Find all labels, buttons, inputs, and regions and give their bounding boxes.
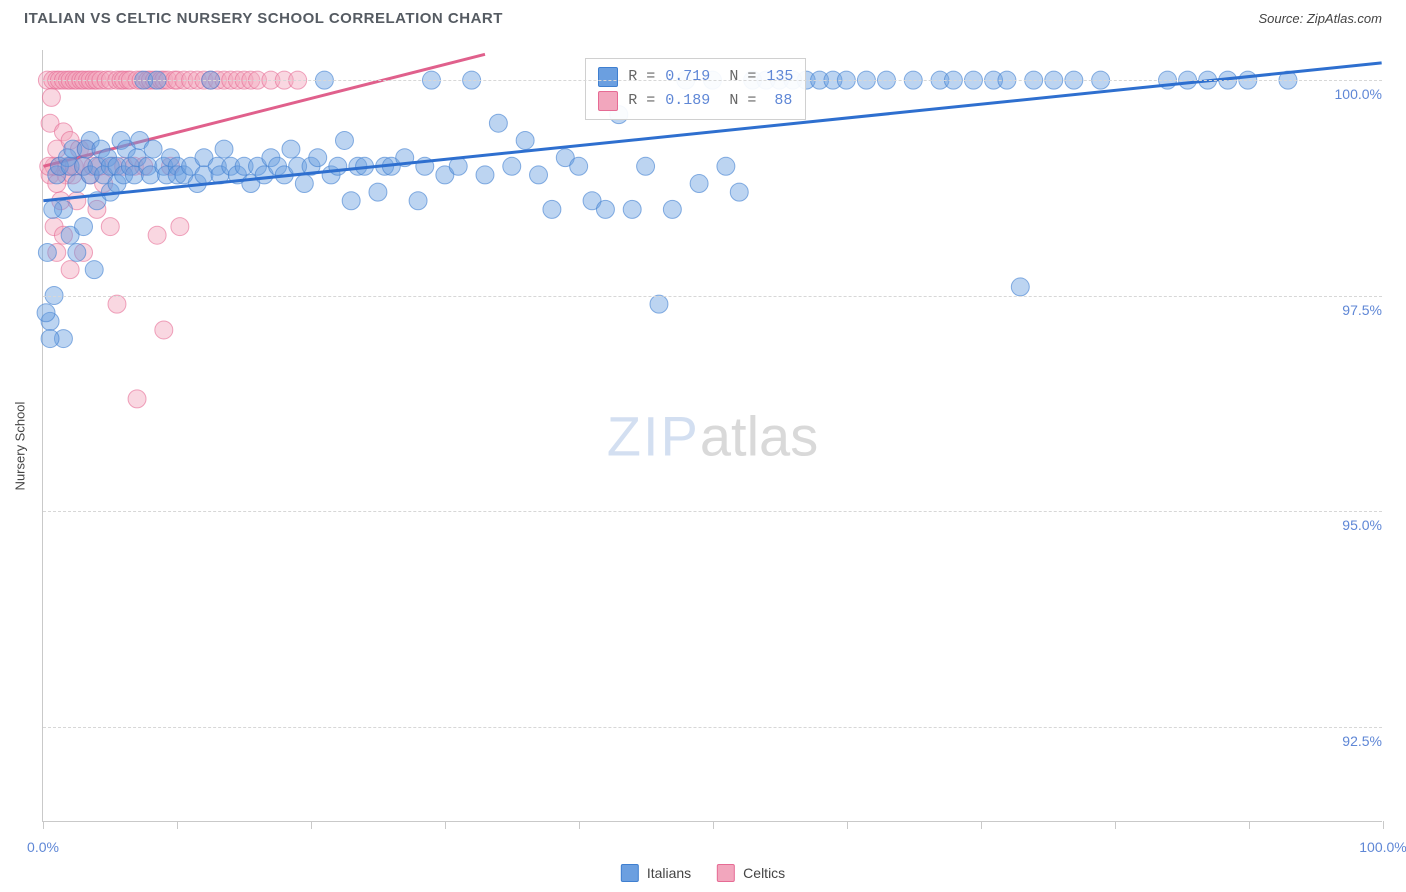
y-axis-label: Nursery School xyxy=(13,402,28,491)
y-tick-label: 97.5% xyxy=(1340,302,1384,318)
stats-r-italians: 0.719 xyxy=(665,65,710,89)
y-tick-label: 100.0% xyxy=(1333,86,1384,102)
plot-area: ZIPatlas R = 0.719 N = 135 R = 0.189 N =… xyxy=(42,50,1382,822)
stats-r-label: R = xyxy=(628,89,655,113)
x-tick xyxy=(177,821,178,829)
x-tick xyxy=(713,821,714,829)
x-tick xyxy=(1115,821,1116,829)
x-tick xyxy=(1383,821,1384,829)
gridline xyxy=(43,80,1382,81)
x-tick-label: 100.0% xyxy=(1359,839,1406,855)
x-tick xyxy=(43,821,44,829)
stats-swatch-italians xyxy=(598,67,618,87)
stats-n-label: N = xyxy=(720,89,756,113)
legend-label-celtics: Celtics xyxy=(743,865,785,881)
bottom-legend: Italians Celtics xyxy=(621,864,785,882)
x-tick xyxy=(579,821,580,829)
source-name: ZipAtlas.com xyxy=(1307,11,1382,26)
x-tick xyxy=(311,821,312,829)
chart-title: ITALIAN VS CELTIC NURSERY SCHOOL CORRELA… xyxy=(24,10,503,27)
correlation-stats-box: R = 0.719 N = 135 R = 0.189 N = 88 xyxy=(585,58,806,120)
y-tick-label: 95.0% xyxy=(1340,517,1384,533)
x-tick-label: 0.0% xyxy=(27,839,59,855)
gridline xyxy=(43,296,1382,297)
legend-item-italians: Italians xyxy=(621,864,691,882)
x-tick xyxy=(445,821,446,829)
source-attribution: Source: ZipAtlas.com xyxy=(1258,11,1382,26)
y-tick-label: 92.5% xyxy=(1340,733,1384,749)
legend-label-italians: Italians xyxy=(647,865,691,881)
gridline xyxy=(43,727,1382,728)
stats-n-italians: 135 xyxy=(766,65,793,89)
stats-r-celtics: 0.189 xyxy=(665,89,710,113)
legend-swatch-italians xyxy=(621,864,639,882)
legend-item-celtics: Celtics xyxy=(717,864,785,882)
x-tick xyxy=(847,821,848,829)
x-tick xyxy=(981,821,982,829)
stats-n-celtics: 88 xyxy=(766,89,792,113)
source-prefix: Source: xyxy=(1258,11,1306,26)
stats-row-celtics: R = 0.189 N = 88 xyxy=(598,89,793,113)
chart-header: ITALIAN VS CELTIC NURSERY SCHOOL CORRELA… xyxy=(0,0,1406,35)
scatter-plot-svg xyxy=(43,50,1382,821)
stats-swatch-celtics xyxy=(598,91,618,111)
stats-r-label: R = xyxy=(628,65,655,89)
x-tick xyxy=(1249,821,1250,829)
stats-n-label: N = xyxy=(720,65,756,89)
legend-swatch-celtics xyxy=(717,864,735,882)
stats-row-italians: R = 0.719 N = 135 xyxy=(598,65,793,89)
gridline xyxy=(43,511,1382,512)
